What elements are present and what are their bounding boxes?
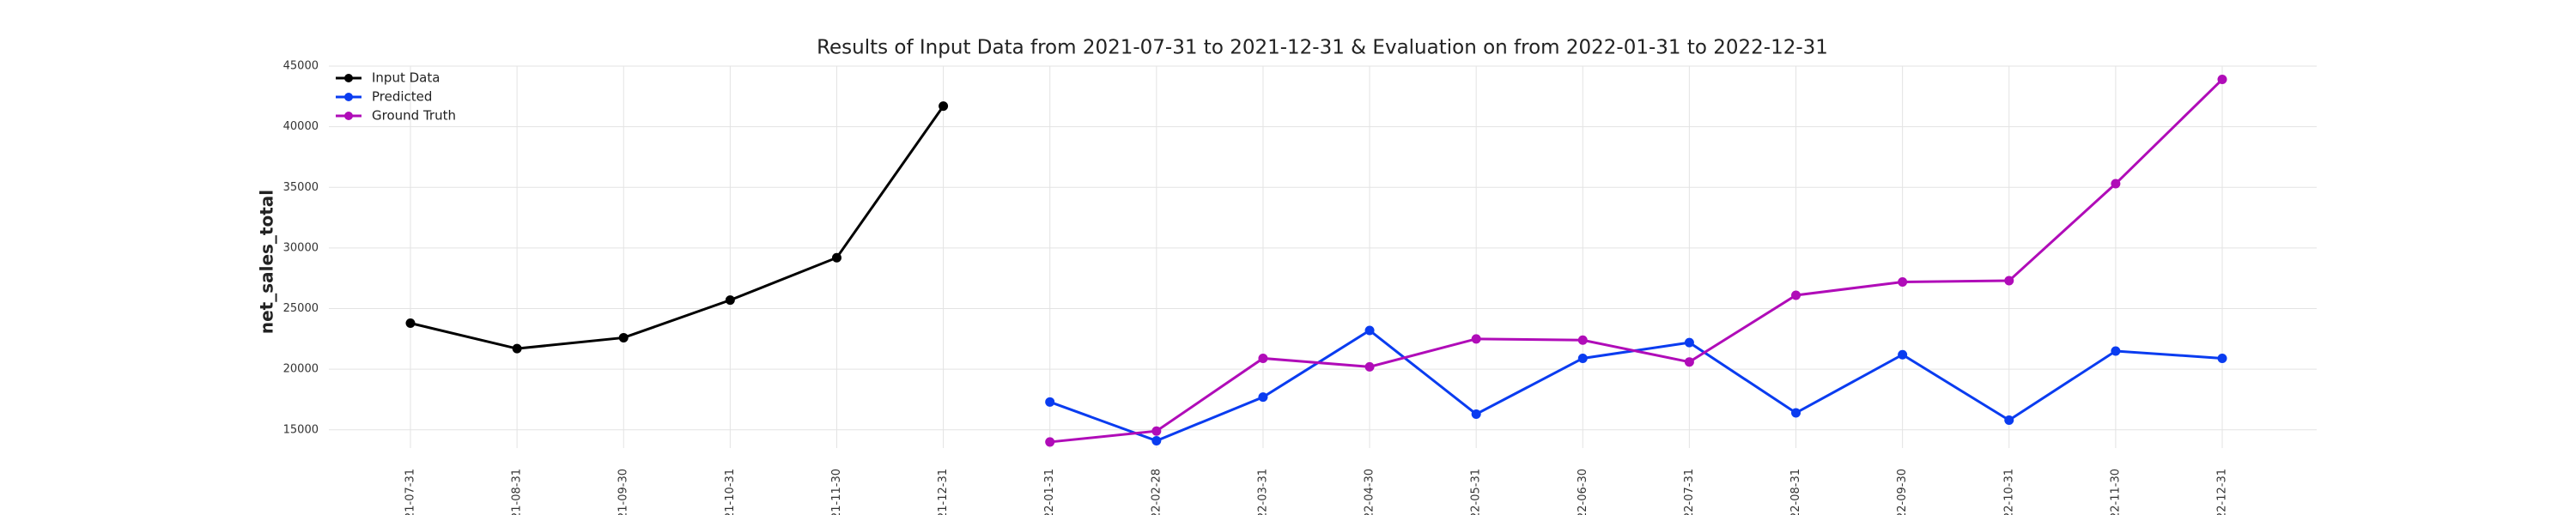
y-tick-label: 20000 [283,363,319,376]
data-point [939,101,949,112]
data-point [1577,335,1588,345]
x-tick-label: 21-10-31 [724,469,737,515]
y-tick-label: 30000 [283,241,319,254]
data-point [2111,346,2121,356]
data-point [1898,349,1908,360]
x-tick-label: 22-12-31 [2216,469,2229,515]
chart-title: Results of Input Data from 2021-07-31 to… [817,37,1828,59]
data-point [1045,437,1055,447]
y-axis-label: net_sales_total [257,190,277,334]
data-point [1364,325,1375,336]
y-tick-label: 45000 [283,60,319,73]
legend-marker [344,112,353,120]
data-point [1258,392,1268,403]
y-tick-label: 35000 [283,181,319,194]
data-point [831,252,841,263]
data-point [2217,75,2227,85]
y-tick-label: 15000 [283,423,319,436]
legend-label: Predicted [372,89,432,105]
x-tick-label: 21-07-31 [404,469,417,515]
x-tick-label: 22-02-28 [1150,469,1163,515]
data-point [1151,426,1162,436]
data-point [1898,276,1908,287]
x-tick-label: 21-11-30 [830,469,843,515]
data-point [725,295,735,306]
x-tick-label: 22-04-30 [1364,469,1376,515]
series-line [1049,78,2224,444]
series-line [410,105,945,350]
x-tick-label: 22-06-30 [1577,469,1589,515]
data-point [618,332,629,342]
x-tick-label: 22-09-30 [1896,469,1909,515]
data-point [2004,415,2014,426]
x-tick-label: 22-01-31 [1043,469,1056,515]
series-line [1049,329,2223,443]
data-point [1364,361,1375,372]
data-point [2004,276,2014,286]
x-tick-label: 22-03-31 [1256,469,1269,515]
x-tick-label: 21-12-31 [937,469,950,515]
legend: Input Data Predicted Ground Truth [336,70,456,124]
data-point [1151,436,1162,446]
y-tick-label: 25000 [283,302,319,315]
legend-marker [344,74,353,82]
x-tick-label: 22-07-31 [1683,469,1696,515]
data-point [2217,353,2227,363]
x-tick-label: 22-10-31 [2002,469,2015,515]
x-tick-label: 22-08-31 [1789,469,1802,515]
data-point [1045,397,1055,407]
data-point [1471,334,1481,344]
legend-marker [344,93,353,101]
data-point [1577,353,1588,363]
data-point [1684,357,1694,367]
y-tick-label: 40000 [283,120,319,133]
legend-label: Ground Truth [372,108,456,124]
x-tick-label: 21-09-30 [617,469,630,515]
data-point [2111,179,2121,189]
data-point [1684,337,1694,348]
x-tick-label: 21-08-31 [511,469,524,515]
data-point [405,318,416,328]
legend-label: Input Data [372,70,440,86]
data-point [1258,353,1268,363]
data-point [1791,290,1801,300]
x-tick-label: 22-05-31 [1470,469,1483,515]
data-point [1471,409,1481,419]
data-point [1791,408,1801,418]
data-point [512,343,522,354]
x-tick-label: 22-11-30 [2109,469,2122,515]
